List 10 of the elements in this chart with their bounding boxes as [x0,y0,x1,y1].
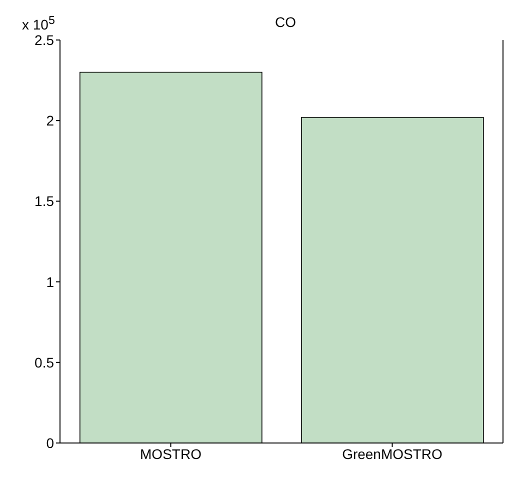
y-tick-label: 1 [46,274,54,290]
text: x 10$^{5}$ [22,14,55,33]
y-tick-label: 2.5 [34,32,54,48]
y-tick-label: 2 [46,112,54,129]
y-tick-label: 0.5 [34,354,54,370]
x-tick-label: MOSTRO [140,446,202,462]
x-tick-label: GreenMOSTRO [342,446,443,462]
chart-title: CO [274,14,297,30]
y-tick-label: 1.5 [34,193,54,210]
y-tick-label: 0 [46,434,54,451]
